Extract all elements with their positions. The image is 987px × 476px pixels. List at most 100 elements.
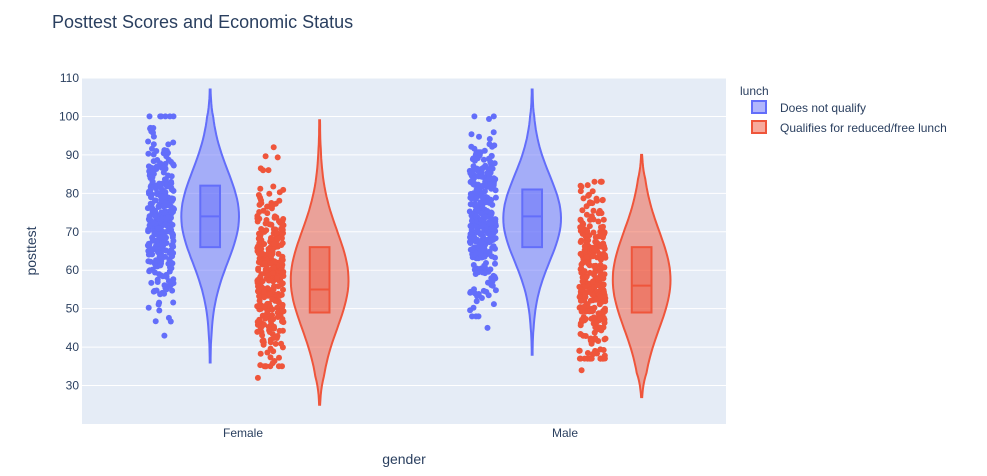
- data-point: [586, 289, 593, 295]
- data-point: [259, 332, 266, 339]
- point-cloud: [576, 178, 609, 374]
- data-point: [145, 138, 152, 145]
- data-point: [266, 190, 273, 197]
- data-point: [589, 200, 596, 207]
- legend-label: Does not qualify: [780, 101, 866, 115]
- data-point: [486, 141, 493, 148]
- data-point: [276, 354, 282, 361]
- data-point: [593, 319, 600, 326]
- data-point: [466, 238, 473, 245]
- data-point: [492, 260, 498, 267]
- data-point: [149, 206, 156, 213]
- data-point: [600, 242, 607, 249]
- data-point: [162, 113, 169, 120]
- data-point: [490, 175, 497, 182]
- data-point: [269, 306, 276, 313]
- data-point: [158, 185, 164, 192]
- data-point: [588, 355, 595, 362]
- data-point: [482, 270, 488, 277]
- data-point: [582, 333, 589, 339]
- data-point: [264, 308, 271, 315]
- data-point: [467, 307, 474, 314]
- data-point: [146, 267, 153, 274]
- data-point: [489, 282, 496, 289]
- data-point: [267, 291, 274, 298]
- y-tick-label: 60: [66, 263, 80, 277]
- data-point: [279, 318, 285, 325]
- data-point: [161, 332, 168, 339]
- chart-title: Posttest Scores and Economic Status: [52, 12, 353, 32]
- data-point: [600, 347, 607, 353]
- data-point: [274, 154, 281, 161]
- data-point: [587, 269, 593, 276]
- data-point: [157, 113, 164, 120]
- data-point: [601, 252, 608, 259]
- data-point: [259, 338, 266, 344]
- y-tick-label: 70: [66, 225, 80, 239]
- data-point: [580, 195, 587, 202]
- data-point: [478, 210, 485, 217]
- data-point: [486, 182, 493, 189]
- data-point: [273, 229, 280, 236]
- data-point: [265, 277, 272, 284]
- data-point: [600, 324, 607, 331]
- data-point: [593, 195, 600, 202]
- data-point: [151, 287, 158, 294]
- point-cloud: [254, 144, 287, 381]
- y-tick-label: 90: [66, 148, 80, 162]
- y-tick-label: 110: [60, 71, 79, 85]
- data-point: [262, 153, 269, 160]
- data-point: [165, 314, 172, 321]
- data-point: [583, 203, 590, 210]
- data-point: [490, 113, 497, 120]
- data-point: [153, 257, 159, 264]
- data-point: [155, 203, 162, 210]
- data-point: [149, 174, 156, 181]
- box-iqr: [521, 188, 544, 249]
- data-point: [489, 201, 496, 208]
- data-point: [165, 156, 172, 163]
- data-point: [160, 203, 167, 210]
- data-point: [600, 216, 607, 223]
- data-point: [476, 149, 483, 156]
- data-point: [492, 287, 499, 294]
- data-point: [165, 214, 172, 221]
- data-point: [577, 355, 584, 362]
- data-point: [148, 279, 155, 286]
- data-point: [267, 252, 274, 259]
- data-point: [262, 363, 269, 370]
- data-point: [490, 243, 497, 250]
- data-point: [484, 208, 491, 214]
- data-point: [161, 290, 168, 297]
- data-point: [488, 237, 494, 244]
- data-point: [279, 363, 285, 370]
- data-point: [478, 173, 485, 180]
- data-point: [577, 239, 584, 245]
- data-point: [265, 272, 271, 279]
- data-point: [255, 267, 262, 273]
- data-point: [266, 329, 273, 335]
- data-point: [601, 289, 607, 296]
- data-point: [576, 347, 583, 354]
- y-tick-label: 100: [59, 109, 79, 123]
- data-point: [166, 258, 173, 264]
- data-point: [157, 262, 164, 269]
- data-point: [480, 156, 487, 163]
- data-point: [270, 240, 277, 247]
- legend-swatch: [751, 120, 767, 134]
- data-point: [150, 133, 157, 140]
- data-point: [591, 246, 598, 253]
- data-point: [487, 196, 494, 203]
- data-point: [601, 308, 608, 315]
- y-axis-title: posttest: [23, 226, 39, 275]
- data-point: [271, 214, 278, 221]
- data-point: [577, 216, 584, 223]
- data-point: [272, 340, 279, 347]
- data-point: [580, 221, 587, 228]
- data-point: [583, 211, 590, 218]
- data-point: [166, 113, 173, 120]
- data-point: [599, 197, 606, 204]
- data-point: [276, 218, 282, 225]
- data-point: [467, 223, 474, 230]
- data-point: [473, 195, 479, 202]
